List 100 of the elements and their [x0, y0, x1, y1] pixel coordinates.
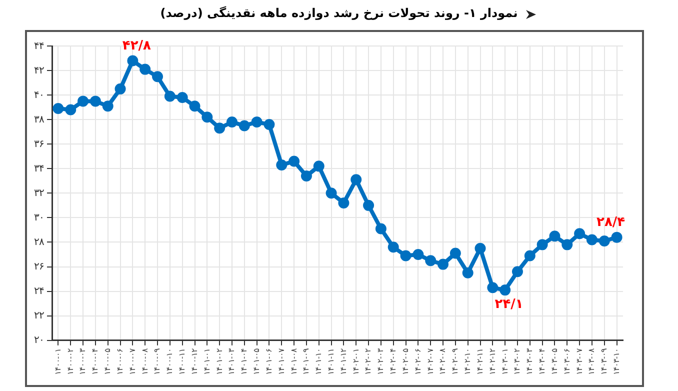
x-tick-label: ۱۴۰۲-۰۳	[376, 347, 386, 376]
x-tick-label: ۱۴۰۳-۰۵	[550, 348, 559, 376]
point	[78, 96, 89, 107]
point	[450, 248, 461, 259]
x-tick-label: ۱۴۰۰-۰۴	[90, 348, 100, 376]
point	[326, 188, 337, 199]
x-tick-label: ۱۴۰۲-۰۴	[388, 348, 398, 376]
point	[264, 118, 275, 130]
x-tick-label: ۱۴۰۰-۰۹	[152, 348, 162, 376]
y-tick-label: ۴۴	[34, 40, 44, 52]
point	[338, 197, 350, 208]
point	[487, 282, 498, 294]
x-tick-label: ۱۴۰۰-۱۰	[165, 348, 174, 376]
x-tick-label: ۱۴۰۲-۰۱	[351, 348, 360, 376]
point	[536, 239, 548, 250]
x-tick-label: ۱۴۰۳-۱۰	[612, 348, 621, 376]
point	[276, 159, 288, 170]
point	[102, 100, 114, 112]
point	[313, 160, 324, 172]
x-tick-label: ۱۴۰۱-۰۳	[227, 347, 236, 376]
point	[176, 92, 188, 104]
point	[412, 248, 424, 260]
point	[388, 242, 399, 253]
y-tick-label: ۳۶	[34, 138, 44, 150]
point	[164, 90, 176, 102]
annotation: ۲۴/۱	[494, 296, 524, 312]
x-tick-label: ۱۴۰۲-۱۱	[475, 348, 484, 376]
point	[202, 112, 213, 123]
point	[549, 230, 560, 242]
x-tick-label: ۱۴۰۰-۰۳	[78, 347, 88, 376]
x-tick-label: ۱۴۰۱-۰۱	[202, 348, 212, 376]
x-tick-label: ۱۴۰۱-۱۲	[338, 348, 348, 376]
annotation: ۲۸/۴	[596, 215, 626, 230]
x-tick-label: ۱۴۰۲-۰۲	[364, 348, 373, 376]
point	[350, 174, 362, 186]
x-tick-label: ۱۴۰۰-۰۵	[103, 348, 112, 376]
chart-title: نمودار ۱- روند تحولات نرخ رشد دوازده ماهه نقدینگی (درصد)	[159, 6, 519, 20]
x-tick-label: ۱۴۰۳-۰۴	[538, 348, 547, 376]
point	[114, 83, 126, 94]
point	[400, 250, 412, 262]
x-tick-label: ۱۴۰۰-۰۷	[128, 347, 137, 376]
x-tick-label: ۱۴۰۰-۰۶	[115, 348, 124, 376]
x-tick-label: ۱۴۰۲-۰۶	[413, 348, 422, 376]
point	[462, 267, 474, 278]
point	[238, 120, 250, 132]
y-tick-label: ۳۴	[34, 163, 44, 174]
point	[586, 234, 598, 246]
x-tick-label: ۱۴۰۳-۰۱	[500, 348, 510, 376]
y-tick-label: ۳۲	[34, 188, 44, 199]
x-tick-label: ۱۴۰۳-۰۹	[600, 348, 609, 376]
x-tick-label: ۱۴۰۲-۰۷	[426, 347, 435, 376]
point	[251, 116, 262, 128]
point	[214, 122, 226, 134]
point	[425, 255, 436, 266]
y-tick-label: ۲۶	[34, 262, 44, 272]
y-tick-label: ۴۰	[34, 90, 44, 101]
point	[598, 236, 610, 246]
x-tick-label: ۱۴۰۰-۱۱	[178, 348, 187, 376]
x-tick-label: ۱۴۰۱-۰۹	[302, 348, 311, 376]
x-tick-label: ۱۴۰۱-۰۸	[289, 347, 298, 376]
point	[375, 223, 386, 234]
x-tick-label: ۱۴۰۰-۱۲	[190, 348, 199, 376]
point	[65, 104, 76, 116]
point	[140, 64, 151, 75]
point	[288, 156, 300, 167]
x-tick-label: ۱۴۰۲-۰۸	[438, 347, 448, 376]
x-tick-label: ۱۴۰۲-۰۵	[400, 348, 410, 376]
y-tick-label: ۳۸	[34, 114, 45, 126]
x-tick-label: ۱۴۰۱-۱۰	[314, 348, 324, 376]
x-tick-label: ۱۴۰۳-۰۷	[574, 347, 584, 376]
x-tick-label: ۱۴۰۱-۰۷	[276, 347, 286, 376]
point	[574, 228, 586, 240]
point	[524, 250, 536, 262]
x-tick-label: ۱۴۰۰-۰۲	[66, 348, 75, 376]
point	[512, 266, 523, 278]
point	[90, 96, 101, 107]
point	[226, 116, 238, 128]
annotation: ۴۲/۸	[122, 38, 152, 54]
y-tick-label: ۳۰	[34, 212, 44, 224]
x-tick-label: ۱۴۰۱-۱۱	[326, 348, 336, 376]
point	[562, 239, 573, 250]
point	[363, 200, 374, 211]
y-tick-label: ۴۲	[34, 65, 44, 76]
y-tick-label: ۲۴	[34, 286, 44, 298]
x-tick-label: ۱۴۰۲-۱۲	[488, 348, 497, 376]
x-tick-label: ۱۴۰۱-۰۲	[214, 348, 224, 376]
x-tick-label: ۱۴۰۱-۰۴	[240, 348, 249, 376]
point	[611, 232, 622, 243]
x-tick-label: ۱۴۰۳-۰۸	[587, 347, 596, 376]
x-tick-label: ۱۴۰۰-۰۸	[140, 347, 150, 376]
x-tick-label: ۱۴۰۰-۰۱	[53, 348, 62, 376]
x-tick-label: ۱۴۰۱-۰۶	[264, 348, 274, 376]
point	[127, 55, 138, 66]
y-tick-label: ۲۸	[34, 236, 45, 248]
point	[438, 258, 449, 270]
point	[152, 71, 164, 82]
x-tick-label: ۱۴۰۲-۱۰	[463, 348, 472, 376]
x-tick-label: ۱۴۰۱-۰۵	[252, 348, 262, 376]
point	[474, 242, 486, 254]
point	[189, 100, 200, 112]
